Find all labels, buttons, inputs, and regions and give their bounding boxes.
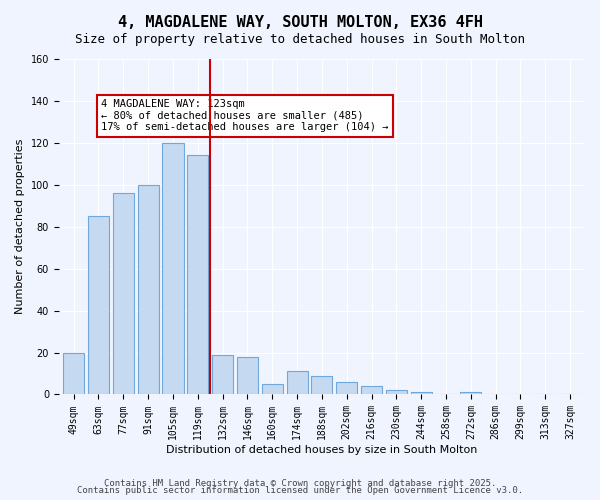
Bar — [410, 392, 432, 394]
Bar — [287, 372, 308, 394]
Bar — [311, 376, 332, 394]
Bar — [262, 384, 283, 394]
Text: 4, MAGDALENE WAY, SOUTH MOLTON, EX36 4FH: 4, MAGDALENE WAY, SOUTH MOLTON, EX36 4FH — [118, 15, 482, 30]
Bar — [237, 356, 258, 395]
Text: Contains HM Land Registry data © Crown copyright and database right 2025.: Contains HM Land Registry data © Crown c… — [104, 478, 496, 488]
Bar — [88, 216, 109, 394]
Bar — [460, 392, 481, 394]
Bar — [212, 354, 233, 395]
Y-axis label: Number of detached properties: Number of detached properties — [15, 139, 25, 314]
Bar — [137, 185, 158, 394]
Bar — [386, 390, 407, 394]
Bar — [63, 352, 84, 395]
Bar — [361, 386, 382, 394]
Bar — [113, 193, 134, 394]
Text: Contains public sector information licensed under the Open Government Licence v3: Contains public sector information licen… — [77, 486, 523, 495]
Bar — [187, 156, 208, 394]
Text: 4 MAGDALENE WAY: 123sqm
← 80% of detached houses are smaller (485)
17% of semi-d: 4 MAGDALENE WAY: 123sqm ← 80% of detache… — [101, 100, 388, 132]
X-axis label: Distribution of detached houses by size in South Molton: Distribution of detached houses by size … — [166, 445, 478, 455]
Bar — [163, 143, 184, 395]
Text: Size of property relative to detached houses in South Molton: Size of property relative to detached ho… — [75, 32, 525, 46]
Bar — [336, 382, 357, 394]
